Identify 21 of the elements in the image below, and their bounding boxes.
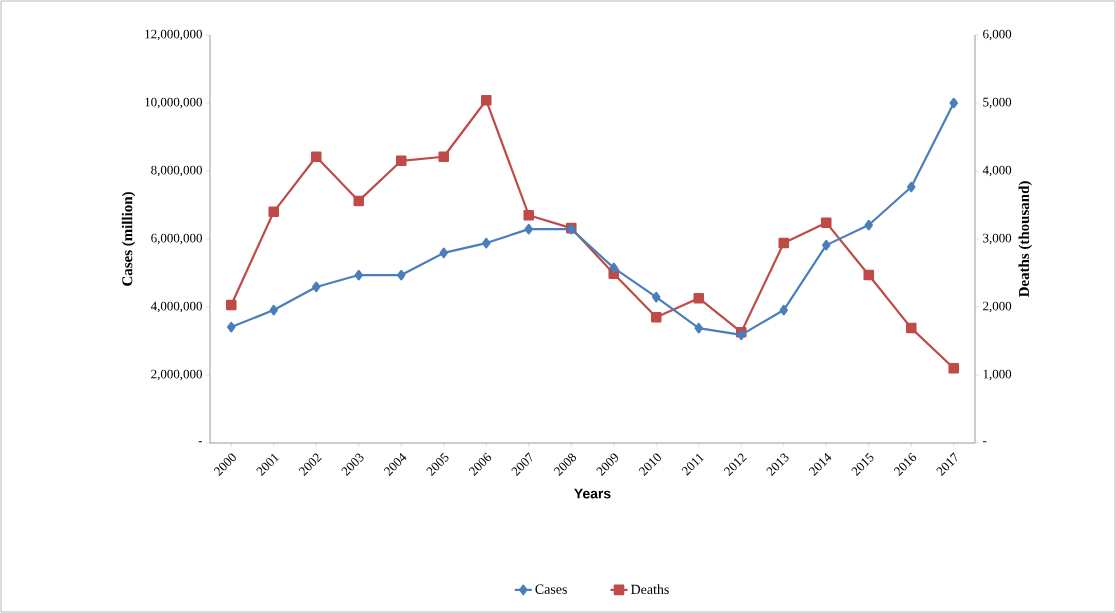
y-tick-label: 4,000,000 xyxy=(150,301,202,313)
y2-tick-label: 4,000 xyxy=(982,165,1012,177)
y-tick-label: 8,000,000 xyxy=(151,165,202,177)
y-tick-label: - xyxy=(198,441,203,443)
y-tick-label: 12,000,000 xyxy=(145,29,202,41)
y2-tick-label: - xyxy=(983,441,987,443)
y2-tick-label: 6,000 xyxy=(983,29,1012,41)
y2-axis-title: Deaths (thousand) xyxy=(1018,181,1033,298)
x-tick-label: 2001 xyxy=(256,453,280,476)
y2-tick-label: 5,000 xyxy=(983,97,1012,109)
legend-label: Deaths xyxy=(631,584,669,595)
y-axis-title: Cases (million) xyxy=(121,192,136,286)
y-tick-label: 6,000,000 xyxy=(151,233,202,245)
y2-tick-label: 2,000 xyxy=(983,301,1012,313)
y-tick-label: 2,000,000 xyxy=(151,369,202,381)
y2-tick-label: 3,000 xyxy=(983,233,1012,245)
x-tick-label: 2011 xyxy=(681,453,705,476)
y2-tick-label: 1,000 xyxy=(983,369,1012,381)
x-axis-title: Years xyxy=(574,488,611,499)
legend-label: Cases xyxy=(535,584,567,594)
y-tick-label: 10,000,000 xyxy=(145,97,202,109)
